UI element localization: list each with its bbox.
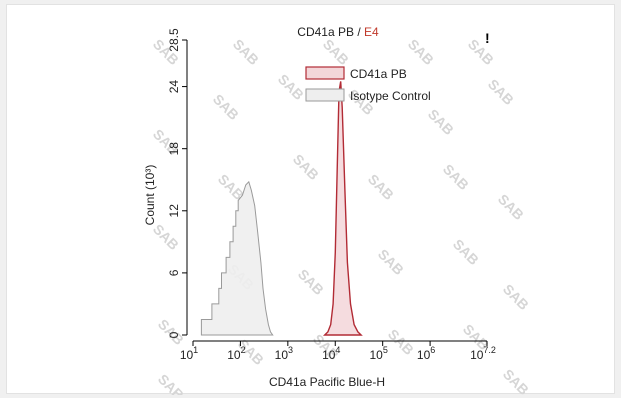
x-tick-label: 107.2 bbox=[470, 345, 496, 362]
watermark-text: SAB bbox=[485, 76, 517, 108]
x-tick-label: 103 bbox=[275, 345, 293, 362]
x-axis-label: CD41a Pacific Blue-H bbox=[269, 375, 385, 389]
watermark-text: SAB bbox=[500, 281, 532, 313]
watermark-text: SAB bbox=[230, 36, 262, 68]
watermark-text: SAB bbox=[450, 236, 482, 268]
legend-swatch-cd41a-pb bbox=[306, 67, 344, 79]
legend-label-isotype: Isotype Control bbox=[350, 89, 431, 103]
watermark-text: SAB bbox=[290, 151, 322, 183]
x-tick-label: 102 bbox=[227, 345, 245, 362]
title-separator: / bbox=[354, 25, 364, 39]
x-tick-label: 106 bbox=[417, 345, 435, 362]
watermark-text: SAB bbox=[155, 371, 187, 395]
watermark-text: SAB bbox=[405, 36, 437, 68]
series-layer bbox=[201, 81, 361, 335]
x-tick-label: 105 bbox=[369, 345, 387, 362]
watermark-text: SAB bbox=[465, 36, 497, 68]
y-tick-label: 24 bbox=[167, 80, 181, 94]
x-tick-label: 101 bbox=[180, 345, 198, 362]
series-cd41a-pb-area bbox=[325, 81, 361, 335]
watermark-text: SAB bbox=[385, 326, 417, 358]
watermark-text: SAB bbox=[320, 36, 352, 68]
x-tick-label: 104 bbox=[322, 345, 340, 362]
title-main: CD41a PB bbox=[297, 25, 354, 39]
title-subtitle: E4 bbox=[364, 25, 379, 39]
watermark-text: SAB bbox=[440, 161, 472, 193]
legend-label-cd41a-pb: CD41a PB bbox=[350, 67, 407, 81]
y-tick-label: 12 bbox=[167, 204, 181, 218]
watermark-text: SAB bbox=[375, 246, 407, 278]
watermark-text: SAB bbox=[210, 91, 242, 123]
x-axis-ticks: 101 102 103 104 105 106 107.2 bbox=[180, 341, 496, 362]
watermark-text: SAB bbox=[275, 71, 307, 103]
y-tick-label: 6 bbox=[167, 269, 181, 276]
legend-swatch-isotype bbox=[306, 89, 344, 101]
watermark-text: SAB bbox=[295, 266, 327, 298]
corner-mark: ! bbox=[485, 30, 490, 46]
y-tick-label: 0 bbox=[167, 331, 181, 338]
watermark-text: SAB bbox=[495, 191, 527, 223]
series-isotype-area bbox=[201, 182, 272, 335]
legend: CD41a PB Isotype Control bbox=[306, 67, 431, 103]
chart-panel: SAB SAB SAB SAB SAB SAB SAB SAB SAB SAB SAB SAB SAB S… bbox=[6, 4, 615, 394]
y-axis-label: Count (10³) bbox=[143, 165, 157, 226]
y-tick-label: 18 bbox=[167, 142, 181, 156]
chart: SAB SAB SAB SAB SAB SAB SAB SAB SAB SAB SAB SAB SAB S… bbox=[7, 5, 616, 395]
y-tick-label: 28.5 bbox=[167, 28, 181, 52]
watermark-text: SAB bbox=[425, 106, 457, 138]
watermark-text: SAB bbox=[365, 171, 397, 203]
watermark-text: SAB bbox=[500, 366, 532, 395]
y-axis-ticks: 0 6 12 18 24 28.5 bbox=[167, 28, 187, 338]
chart-title: CD41a PB / E4 bbox=[297, 25, 379, 39]
